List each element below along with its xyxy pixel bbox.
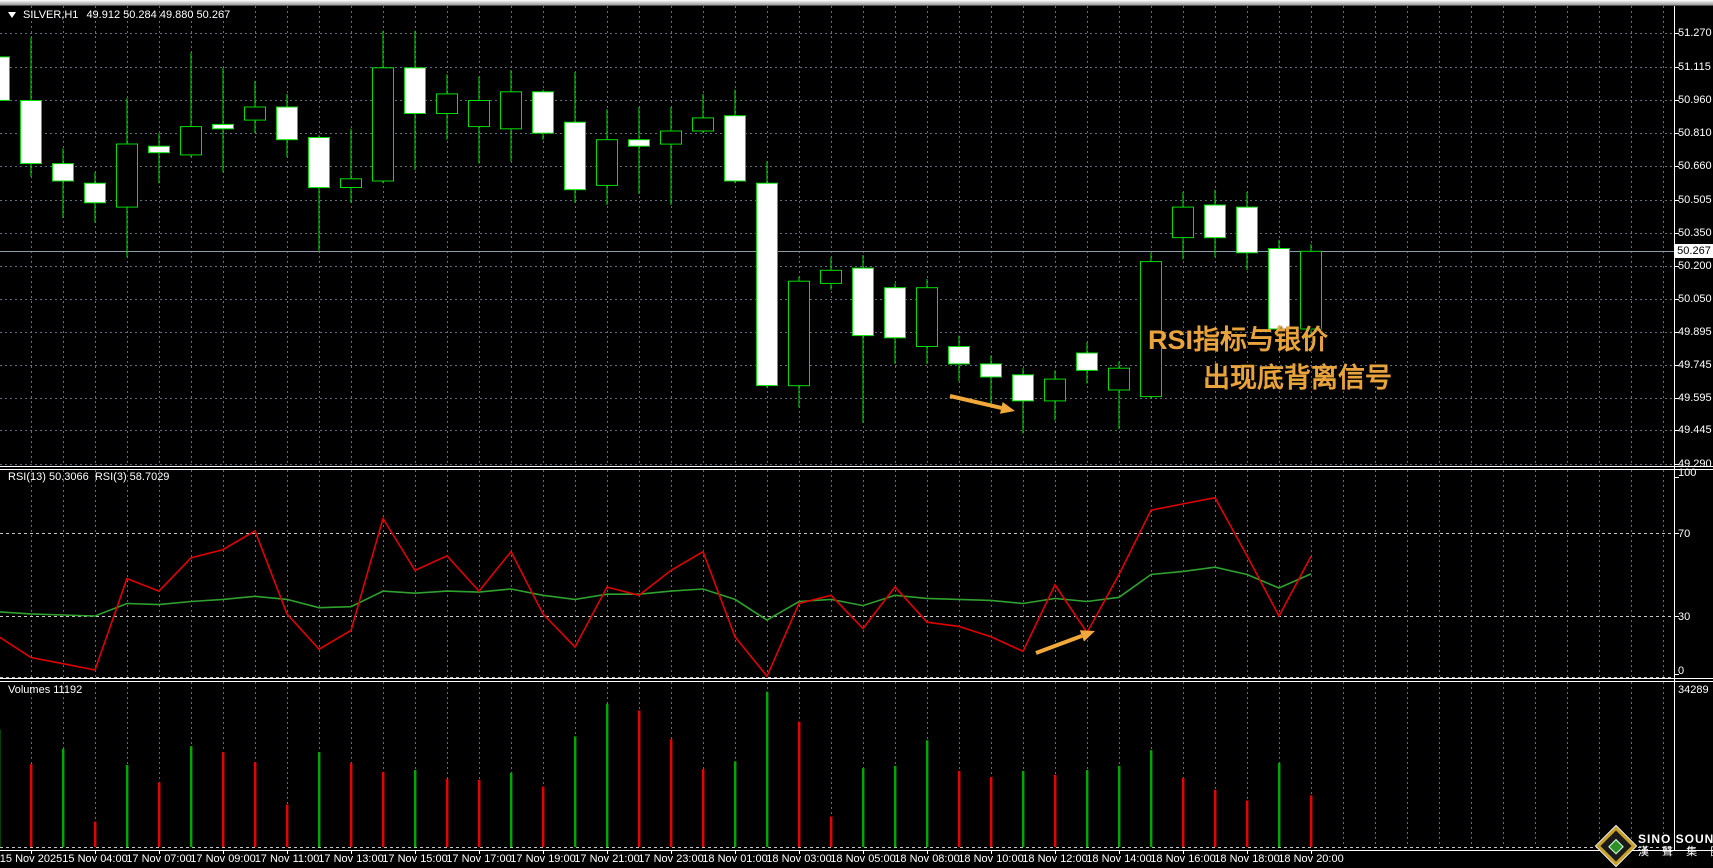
price-axis-label: 49.745 <box>1678 359 1712 371</box>
time-axis-label: 18 Nov 10:00 <box>958 853 1024 865</box>
ohlc-quote: 49.912 50.284 49.880 50.267 <box>86 9 231 21</box>
watermark-brand: SINO SOUND <box>1638 832 1713 846</box>
time-axis-label: 17 Nov 09:00 <box>190 853 256 865</box>
price-axis-label: 51.270 <box>1678 27 1712 39</box>
time-axis-label: 17 Nov 19:00 <box>510 853 576 865</box>
symbol-dropdown-icon[interactable] <box>8 12 16 18</box>
time-axis-label: 17 Nov 13:00 <box>318 853 384 865</box>
price-axis-label: 51.115 <box>1678 61 1711 73</box>
time-axis-label: 17 Nov 17:00 <box>446 853 512 865</box>
rsi-axis-label: 100 <box>1678 467 1697 479</box>
time-axis-label: 18 Nov 03:00 <box>766 853 832 865</box>
time-axis-label: 15 Nov 04:00 <box>62 853 128 865</box>
annotation-line2: 出现底背离信号 <box>1203 363 1392 393</box>
price-axis[interactable]: 51.270 51.115 50.960 50.810 50.660 50.505 50.3… <box>1676 0 1713 850</box>
time-axis-label: 18 Nov 20:00 <box>1278 853 1344 865</box>
time-axis-label: 18 Nov 14:00 <box>1086 853 1152 865</box>
sino-sound-watermark: SINO SOUND 漢 聲 集 團 <box>1596 826 1713 866</box>
time-axis[interactable]: 15 Nov 2025 15 Nov 04:00 17 Nov 07:00 17 No… <box>0 851 1713 868</box>
price-axis-label: 49.290 <box>1678 458 1712 470</box>
time-axis-label: 17 Nov 23:00 <box>638 853 704 865</box>
time-axis-label: 18 Nov 08:00 <box>894 853 960 865</box>
watermark-brand-cn: 漢 聲 集 團 <box>1638 846 1713 858</box>
rsi-axis-label: 0 <box>1678 665 1685 677</box>
annotation-line1: RSI指标与银价 <box>1148 325 1329 355</box>
time-axis-label: 17 Nov 07:00 <box>126 853 192 865</box>
time-axis-label: 18 Nov 05:00 <box>830 853 896 865</box>
time-axis-label: 18 Nov 01:00 <box>702 853 768 865</box>
time-axis-label: 17 Nov 21:00 <box>574 853 640 865</box>
price-axis-label: 50.350 <box>1678 227 1712 239</box>
price-axis-label: 50.660 <box>1678 160 1712 172</box>
volume-axis-label: 34289 <box>1678 684 1709 696</box>
price-axis-label: 49.445 <box>1678 424 1712 436</box>
time-axis-label: 18 Nov 18:00 <box>1214 853 1280 865</box>
price-axis-label: 49.595 <box>1678 392 1712 404</box>
volumes-indicator-label: Volumes 11192 <box>8 684 83 696</box>
symbol-label: SILVER,H1 <box>23 9 79 21</box>
price-axis-label: 50.050 <box>1678 293 1712 305</box>
price-axis-label: 50.960 <box>1678 94 1712 106</box>
sino-sound-logo-icon <box>1596 826 1636 866</box>
chart-title-bar: SILVER,H1 49.912 50.284 49.880 50.267 <box>8 8 230 22</box>
time-axis-label: 17 Nov 11:00 <box>254 853 320 865</box>
chart-top-scrollbar[interactable] <box>0 0 1713 6</box>
rsi-indicator-label: RSI(13) 50.3066 RSI(3) 58.7029 <box>8 471 170 483</box>
price-axis-label: 50.810 <box>1678 127 1712 139</box>
price-axis-label: 49.895 <box>1678 326 1712 338</box>
time-axis-label: 17 Nov 15:00 <box>382 853 448 865</box>
price-axis-label: 50.200 <box>1678 260 1712 272</box>
rsi-axis-label: 30 <box>1678 611 1691 623</box>
time-axis-label: 18 Nov 12:00 <box>1022 853 1088 865</box>
time-axis-label: 18 Nov 16:00 <box>1150 853 1216 865</box>
price-axis-label: 50.505 <box>1678 194 1712 206</box>
rsi-axis-label: 70 <box>1678 528 1691 540</box>
current-price-tag: 50.267 <box>1675 244 1713 258</box>
time-axis-label: 15 Nov 2025 <box>0 853 63 865</box>
